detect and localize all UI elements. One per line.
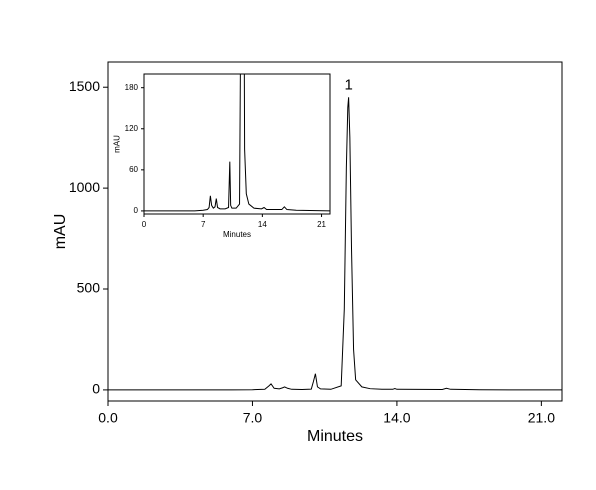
data-line bbox=[144, 74, 330, 212]
plot-area bbox=[144, 74, 330, 212]
x-tick-label: 14 bbox=[258, 220, 267, 229]
peak-annotation: 1 bbox=[344, 76, 352, 93]
y-axis-title: mAU bbox=[112, 135, 121, 153]
y-tick-label: 0 bbox=[134, 206, 139, 215]
y-axis-title: mAU bbox=[52, 214, 69, 250]
x-tick-label: 21 bbox=[317, 220, 326, 229]
y-tick-label: 60 bbox=[129, 165, 138, 174]
x-tick-label: 0.0 bbox=[98, 409, 118, 425]
x-axis-title: Minutes bbox=[307, 428, 363, 445]
y-tick-label: 0 bbox=[92, 381, 100, 397]
plot-area bbox=[108, 97, 562, 391]
y-tick-label: 500 bbox=[77, 280, 101, 296]
x-tick-label: 14.0 bbox=[383, 409, 410, 425]
x-tick-label: 0 bbox=[142, 220, 147, 229]
x-tick-label: 21.0 bbox=[528, 409, 555, 425]
x-tick-label: 7.0 bbox=[243, 409, 263, 425]
plot-frame bbox=[143, 73, 331, 215]
x-tick-label: 7 bbox=[201, 220, 206, 229]
y-tick-label: 120 bbox=[125, 124, 139, 133]
data-line bbox=[108, 97, 562, 391]
y-tick-label: 180 bbox=[125, 83, 139, 92]
x-axis-title: Minutes bbox=[223, 230, 251, 239]
y-tick-label: 1500 bbox=[69, 78, 100, 94]
y-tick-label: 1000 bbox=[69, 179, 100, 195]
